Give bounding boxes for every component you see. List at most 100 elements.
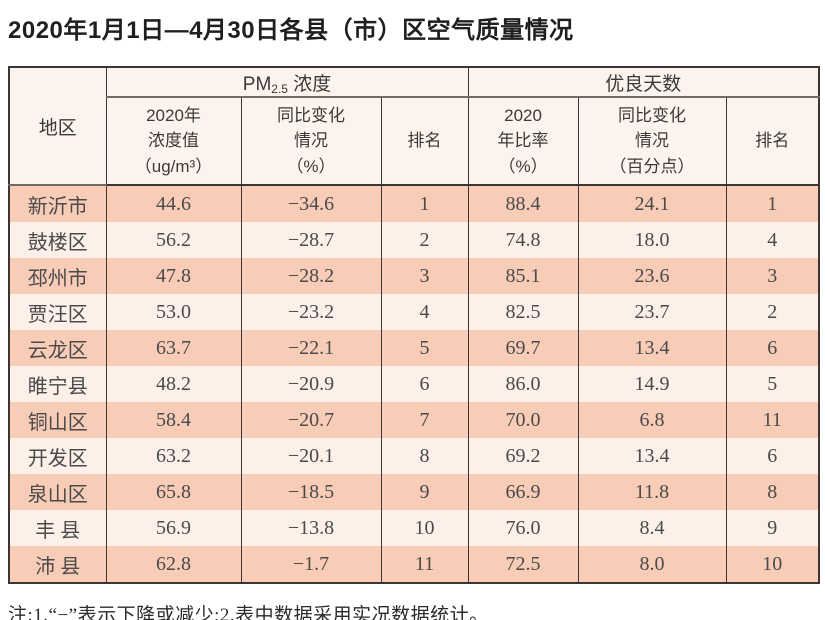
pm25-label-prefix: PM (242, 73, 272, 95)
region-cell: 鼓楼区 (8, 222, 107, 258)
pm25-rank-cell: 10 (380, 510, 469, 546)
pm25-value-cell: 63.7 (105, 330, 242, 366)
good-rate-cell: 69.2 (467, 438, 579, 474)
table-row: 云龙区 63.7 −22.1 5 69.7 13.4 6 (8, 330, 820, 366)
good-change-cell: 8.0 (577, 546, 727, 583)
table-row: 鼓楼区 56.2 −28.7 2 74.8 18.0 4 (8, 222, 820, 258)
good-change-cell: 11.8 (577, 474, 727, 510)
pm25-value-cell: 44.6 (105, 185, 242, 222)
pm25-rank-cell: 6 (380, 366, 469, 402)
pm25-change-cell: −22.1 (240, 330, 382, 366)
footnote: 注:1.“−”表示下降或减少;2.表中数据采用实况数据统计。 (8, 605, 489, 620)
region-cell: 开发区 (8, 438, 107, 474)
region-cell: 沛 县 (8, 546, 107, 583)
good-change-cell: 13.4 (577, 438, 727, 474)
good-rate-cell: 66.9 (467, 474, 579, 510)
pm25-value-cell: 63.2 (105, 438, 242, 474)
pm25-rank-cell: 8 (380, 438, 469, 474)
good-change-cell: 24.1 (577, 185, 727, 222)
good-rate-cell: 82.5 (467, 294, 579, 330)
good-rate-cell: 88.4 (467, 185, 579, 222)
pm25-rank-cell: 2 (380, 222, 469, 258)
table-row: 新沂市 44.6 −34.6 1 88.4 24.1 1 (8, 185, 820, 222)
good-rank-cell: 1 (725, 185, 820, 222)
pm25-value-cell: 62.8 (105, 546, 242, 583)
table-body: 新沂市 44.6 −34.6 1 88.4 24.1 1 鼓楼区 56.2 −2… (8, 185, 820, 583)
good-rate-cell: 70.0 (467, 402, 579, 438)
table-row: 沛 县 62.8 −1.7 11 72.5 8.0 10 (8, 546, 820, 583)
table-row: 开发区 63.2 −20.1 8 69.2 13.4 6 (8, 438, 820, 474)
table-row: 泉山区 65.8 −18.5 9 66.9 11.8 8 (8, 474, 820, 510)
good-change-cell: 14.9 (577, 366, 727, 402)
table-header: 地区 PM2.5 浓度 优良天数 2020年 浓度值 （ug/m³） 同比变化 … (8, 67, 820, 186)
good-change-cell: 6.8 (577, 402, 727, 438)
good-rank-cell: 9 (725, 510, 820, 546)
sub-header-row: 2020年 浓度值 （ug/m³） 同比变化 情况 （%） 排名 2020 年比… (9, 97, 820, 186)
good-rank-cell: 8 (725, 474, 820, 510)
table-row: 邳州市 47.8 −28.2 3 85.1 23.6 3 (8, 258, 820, 294)
region-cell: 新沂市 (8, 185, 107, 222)
air-quality-table: 地区 PM2.5 浓度 优良天数 2020年 浓度值 （ug/m³） 同比变化 … (8, 66, 821, 584)
good-rank-cell: 6 (725, 330, 820, 366)
column-header-good-rank: 排名 (725, 97, 820, 186)
column-header-region: 地区 (8, 67, 107, 186)
good-rank-cell: 5 (725, 366, 820, 402)
pm25-rank-cell: 7 (380, 402, 469, 438)
good-change-cell: 8.4 (577, 510, 727, 546)
region-cell: 泉山区 (8, 474, 107, 510)
group-header-pm25: PM2.5 浓度 (105, 67, 469, 98)
pm25-change-cell: −1.7 (240, 546, 382, 583)
pm25-value-cell: 48.2 (105, 366, 242, 402)
table-row: 铜山区 58.4 −20.7 7 70.0 6.8 11 (8, 402, 820, 438)
pm25-change-cell: −20.1 (240, 438, 382, 474)
column-header-good-rate: 2020 年比率 （%） (467, 97, 579, 186)
column-header-pm25-rank: 排名 (380, 97, 469, 186)
pm25-value-cell: 65.8 (105, 474, 242, 510)
pm25-change-cell: −23.2 (240, 294, 382, 330)
group-header-row: 地区 PM2.5 浓度 优良天数 (8, 67, 820, 186)
pm25-label-subscript: 2.5 (271, 81, 288, 96)
pm25-change-cell: −28.7 (240, 222, 382, 258)
pm25-value-cell: 56.9 (105, 510, 242, 546)
good-rank-cell: 6 (725, 438, 820, 474)
table-row: 睢宁县 48.2 −20.9 6 86.0 14.9 5 (8, 366, 820, 402)
good-rank-cell: 4 (725, 222, 820, 258)
good-change-cell: 23.6 (577, 258, 727, 294)
pm25-change-cell: −13.8 (240, 510, 382, 546)
column-header-good-change: 同比变化 情况 （百分点） (577, 97, 727, 186)
region-cell: 贾汪区 (8, 294, 107, 330)
pm25-change-cell: −20.7 (240, 402, 382, 438)
pm25-change-cell: −34.6 (240, 185, 382, 222)
good-rate-cell: 69.7 (467, 330, 579, 366)
pm25-change-cell: −18.5 (240, 474, 382, 510)
pm25-value-cell: 56.2 (105, 222, 242, 258)
column-header-pm25-value: 2020年 浓度值 （ug/m³） (105, 97, 242, 186)
pm25-rank-cell: 3 (380, 258, 469, 294)
good-rate-cell: 76.0 (467, 510, 579, 546)
region-cell: 丰 县 (8, 510, 107, 546)
table-row: 丰 县 56.9 −13.8 10 76.0 8.4 9 (8, 510, 820, 546)
pm25-change-cell: −28.2 (240, 258, 382, 294)
good-rank-cell: 11 (725, 402, 820, 438)
region-cell: 云龙区 (8, 330, 107, 366)
group-header-good-days: 优良天数 (467, 67, 820, 98)
pm25-value-cell: 53.0 (105, 294, 242, 330)
pm25-value-cell: 47.8 (105, 258, 242, 294)
good-rate-cell: 72.5 (467, 546, 579, 583)
good-change-cell: 13.4 (577, 330, 727, 366)
pm25-label-suffix: 浓度 (287, 73, 332, 95)
region-cell: 睢宁县 (8, 366, 107, 402)
good-rate-cell: 86.0 (467, 366, 579, 402)
good-rate-cell: 85.1 (467, 258, 579, 294)
good-change-cell: 18.0 (577, 222, 727, 258)
good-rate-cell: 74.8 (467, 222, 579, 258)
pm25-value-cell: 58.4 (105, 402, 242, 438)
good-rank-cell: 3 (725, 258, 820, 294)
pm25-rank-cell: 5 (380, 330, 469, 366)
table-row: 贾汪区 53.0 −23.2 4 82.5 23.7 2 (8, 294, 820, 330)
good-rank-cell: 10 (725, 546, 820, 583)
good-change-cell: 23.7 (577, 294, 727, 330)
page-title: 2020年1月1日—4月30日各县（市）区空气质量情况 (8, 17, 574, 44)
column-header-pm25-change: 同比变化 情况 （%） (240, 97, 382, 186)
